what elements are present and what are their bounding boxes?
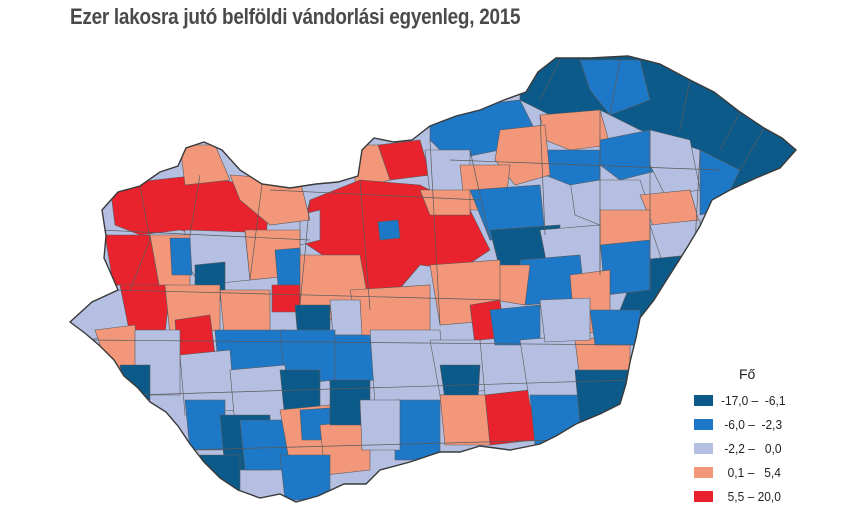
- region: [394, 399, 441, 461]
- region: [599, 209, 651, 246]
- legend-item: 0,1 – 5,4: [694, 460, 844, 484]
- legend-swatch: [694, 466, 713, 478]
- region: [539, 297, 591, 343]
- legend-item: 5,5 – 20,0: [694, 484, 844, 508]
- legend-swatch: [694, 418, 713, 430]
- legend-item: -17,0 – -6,1: [694, 388, 844, 412]
- legend-label: -17,0 – -6,1: [721, 392, 786, 408]
- region: [274, 247, 303, 286]
- region: [484, 389, 536, 446]
- map-legend: Fő -17,0 – -6,1 -6,0 – -2,3 -2,2 – 0,0 0…: [694, 366, 844, 508]
- legend-label: -6,0 – -2,3: [721, 416, 783, 432]
- legend-title: Fő: [739, 366, 756, 382]
- legend-label: -2,2 – 0,0: [721, 440, 782, 456]
- legend-item: -2,2 – 0,0: [694, 436, 844, 460]
- region: [439, 394, 491, 446]
- region: [377, 219, 401, 241]
- legend-label: 0,1 – 5,4: [721, 464, 781, 480]
- district-borders: [89, 59, 765, 451]
- region: [589, 309, 641, 346]
- legend-swatch: [694, 490, 713, 502]
- region: [529, 394, 581, 446]
- map-title: Ezer lakosra jutó belföldi vándorlási eg…: [70, 4, 521, 29]
- legend-swatch: [694, 442, 713, 454]
- region: [169, 237, 193, 276]
- region: [179, 144, 231, 186]
- legend-swatch: [694, 394, 713, 406]
- region: [359, 399, 401, 451]
- region: [419, 189, 471, 216]
- region: [184, 399, 226, 451]
- legend-item: -6,0 – -2,3: [694, 412, 844, 436]
- legend-label: 5,5 – 20,0: [721, 488, 781, 504]
